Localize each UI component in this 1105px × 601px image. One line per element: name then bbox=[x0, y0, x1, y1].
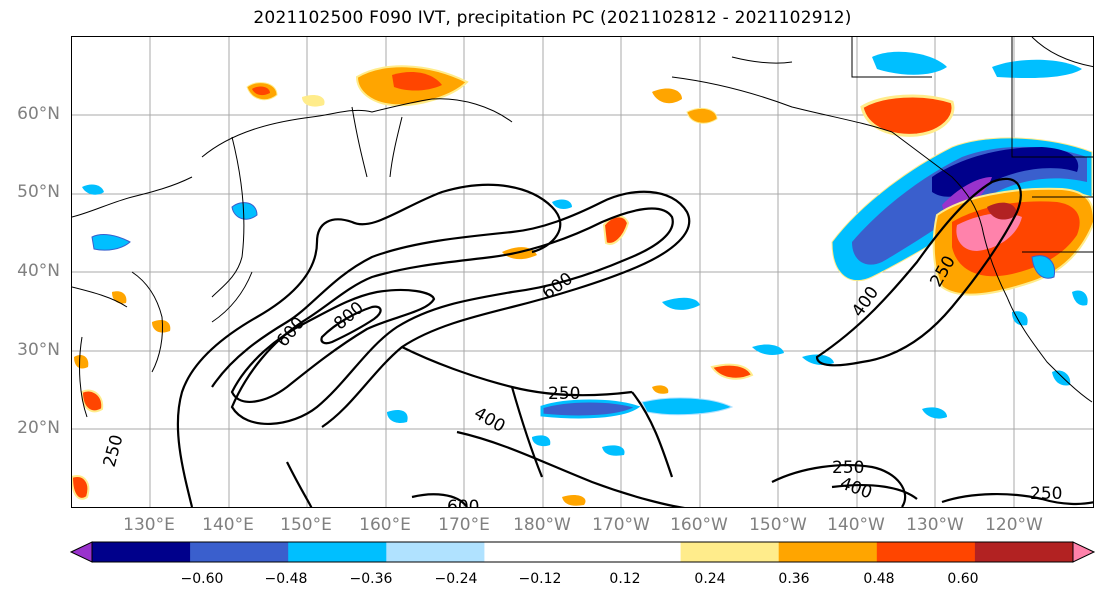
colorbar-tick-label: 0.24 bbox=[694, 571, 726, 587]
lon-label-130w: 130°W bbox=[906, 515, 964, 535]
colorbar-segment bbox=[190, 542, 289, 562]
colorbar-tick-label: 0.12 bbox=[609, 571, 641, 587]
lat-label-40n: 40°N bbox=[17, 261, 60, 281]
lon-label-120w: 120°W bbox=[985, 515, 1043, 535]
colorbar-tick-label: 0.36 bbox=[778, 571, 810, 587]
contour-label: 250 bbox=[548, 384, 580, 404]
colorbar-tick-label: −0.12 bbox=[518, 571, 562, 587]
coastlines bbox=[72, 37, 1093, 418]
lon-label-170e: 170°E bbox=[438, 515, 490, 535]
colorbar-segment bbox=[876, 542, 976, 562]
ivt-contours bbox=[176, 177, 1093, 507]
colorbar-segment bbox=[974, 542, 1074, 562]
lon-label-140e: 140°E bbox=[202, 515, 254, 535]
lat-label-20n: 20°N bbox=[17, 418, 60, 438]
colorbar-tick-label: −0.48 bbox=[264, 571, 308, 587]
colorbar-tick-label: 0.48 bbox=[863, 571, 895, 587]
contour-label: 400 bbox=[837, 473, 874, 503]
lat-label-30n: 30°N bbox=[17, 340, 60, 360]
colorbar-segment bbox=[484, 542, 583, 562]
contour-label: 600 bbox=[447, 497, 479, 508]
colorbar-segment bbox=[386, 542, 485, 562]
contour-label: 400 bbox=[470, 403, 508, 437]
lon-label-160w: 160°W bbox=[670, 515, 728, 535]
lon-label-130e: 130°E bbox=[123, 515, 175, 535]
contour-label: 600 bbox=[273, 313, 309, 351]
colorbar-tick-label: −0.60 bbox=[180, 571, 224, 587]
lon-label-150w: 150°W bbox=[749, 515, 807, 535]
lat-label-60n: 60°N bbox=[17, 104, 60, 124]
contour-label: 250 bbox=[1030, 484, 1062, 504]
gridlines bbox=[72, 37, 1093, 507]
contour-labels: 600 800 600 250 400 250 400 250 400 250 … bbox=[100, 253, 1063, 508]
map-canvas: 600 800 600 250 400 250 400 250 400 250 … bbox=[72, 37, 1093, 508]
colorbar-segment bbox=[582, 542, 682, 562]
lat-label-50n: 50°N bbox=[17, 182, 60, 202]
colorbar-tick-label: 0.60 bbox=[947, 571, 979, 587]
colorbar-segment bbox=[680, 542, 780, 562]
lon-label-150e: 150°E bbox=[280, 515, 332, 535]
lon-label-160e: 160°E bbox=[359, 515, 411, 535]
contour-label: 250 bbox=[832, 458, 864, 478]
map-panel: 600 800 600 250 400 250 400 250 400 250 … bbox=[71, 36, 1094, 508]
lon-label-180w: 180°W bbox=[513, 515, 571, 535]
map-title: 2021102500 F090 IVT, precipitation PC (2… bbox=[253, 8, 852, 28]
colorbar-tick-label: −0.36 bbox=[349, 571, 393, 587]
colorbar-outline bbox=[91, 541, 1074, 563]
colorbar-segment bbox=[92, 542, 191, 562]
colorbar-segment bbox=[288, 542, 387, 562]
precip-shading bbox=[72, 51, 1093, 506]
colorbar-segment bbox=[778, 542, 878, 562]
contour-label: 800 bbox=[330, 298, 368, 334]
colorbar-arrow-right bbox=[1072, 541, 1096, 563]
contour-label: 250 bbox=[100, 433, 128, 470]
lon-label-140w: 140°W bbox=[827, 515, 885, 535]
contour-label: 400 bbox=[848, 283, 883, 321]
colorbar-tick-label: −0.24 bbox=[434, 571, 478, 587]
colorbar-segments bbox=[92, 542, 1074, 562]
lon-label-170w: 170°W bbox=[592, 515, 650, 535]
colorbar-arrow-left bbox=[69, 541, 93, 563]
